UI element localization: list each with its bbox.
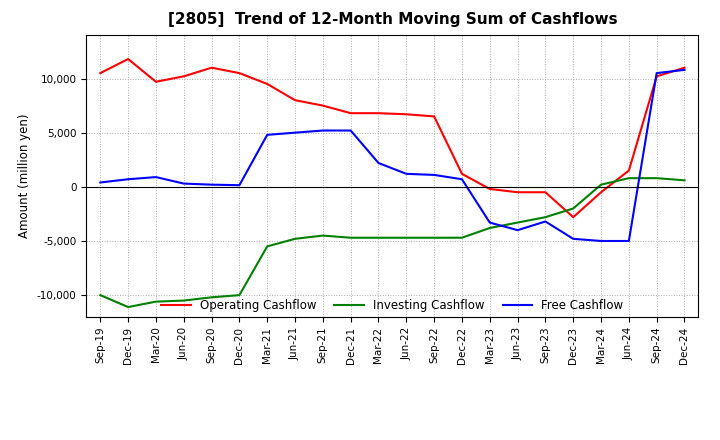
Operating Cashflow <box>513 190 522 195</box>
Investing Cashflow <box>152 299 161 304</box>
Investing Cashflow <box>624 176 633 181</box>
Operating Cashflow <box>263 81 271 87</box>
Free Cashflow <box>458 176 467 182</box>
Investing Cashflow <box>430 235 438 240</box>
Investing Cashflow <box>374 235 383 240</box>
Free Cashflow <box>374 160 383 165</box>
Operating Cashflow <box>96 70 104 76</box>
Free Cashflow <box>124 176 132 182</box>
Investing Cashflow <box>541 215 550 220</box>
Operating Cashflow <box>291 98 300 103</box>
Free Cashflow <box>541 219 550 224</box>
Investing Cashflow <box>569 206 577 211</box>
Operating Cashflow <box>235 70 243 76</box>
Investing Cashflow <box>597 182 606 187</box>
Operating Cashflow <box>430 114 438 119</box>
Operating Cashflow <box>318 103 327 108</box>
Free Cashflow <box>346 128 355 133</box>
Line: Operating Cashflow: Operating Cashflow <box>100 59 685 217</box>
Investing Cashflow <box>263 244 271 249</box>
Operating Cashflow <box>207 65 216 70</box>
Operating Cashflow <box>652 74 661 79</box>
Free Cashflow <box>207 182 216 187</box>
Investing Cashflow <box>485 225 494 231</box>
Operating Cashflow <box>124 56 132 62</box>
Operating Cashflow <box>402 112 410 117</box>
Free Cashflow <box>291 130 300 136</box>
Investing Cashflow <box>96 293 104 298</box>
Free Cashflow <box>263 132 271 137</box>
Investing Cashflow <box>652 176 661 181</box>
Free Cashflow <box>235 183 243 188</box>
Free Cashflow <box>652 70 661 76</box>
Operating Cashflow <box>569 215 577 220</box>
Investing Cashflow <box>179 298 188 303</box>
Investing Cashflow <box>513 220 522 225</box>
Investing Cashflow <box>458 235 467 240</box>
Investing Cashflow <box>207 295 216 300</box>
Free Cashflow <box>96 180 104 185</box>
Investing Cashflow <box>402 235 410 240</box>
Legend: Operating Cashflow, Investing Cashflow, Free Cashflow: Operating Cashflow, Investing Cashflow, … <box>156 294 629 316</box>
Title: [2805]  Trend of 12-Month Moving Sum of Cashflows: [2805] Trend of 12-Month Moving Sum of C… <box>168 12 617 27</box>
Free Cashflow <box>597 238 606 244</box>
Operating Cashflow <box>179 74 188 79</box>
Investing Cashflow <box>318 233 327 238</box>
Free Cashflow <box>179 181 188 186</box>
Free Cashflow <box>680 67 689 73</box>
Operating Cashflow <box>346 110 355 116</box>
Operating Cashflow <box>152 79 161 84</box>
Operating Cashflow <box>680 65 689 70</box>
Operating Cashflow <box>458 171 467 176</box>
Operating Cashflow <box>374 110 383 116</box>
Investing Cashflow <box>291 236 300 242</box>
Investing Cashflow <box>235 293 243 298</box>
Free Cashflow <box>152 174 161 180</box>
Investing Cashflow <box>346 235 355 240</box>
Investing Cashflow <box>680 178 689 183</box>
Operating Cashflow <box>624 168 633 173</box>
Free Cashflow <box>318 128 327 133</box>
Y-axis label: Amount (million yen): Amount (million yen) <box>19 114 32 238</box>
Free Cashflow <box>624 238 633 244</box>
Free Cashflow <box>569 236 577 242</box>
Free Cashflow <box>485 220 494 225</box>
Line: Free Cashflow: Free Cashflow <box>100 70 685 241</box>
Investing Cashflow <box>124 304 132 310</box>
Free Cashflow <box>402 171 410 176</box>
Line: Investing Cashflow: Investing Cashflow <box>100 178 685 307</box>
Operating Cashflow <box>485 187 494 192</box>
Free Cashflow <box>430 172 438 178</box>
Free Cashflow <box>513 227 522 233</box>
Operating Cashflow <box>597 190 606 195</box>
Operating Cashflow <box>541 190 550 195</box>
